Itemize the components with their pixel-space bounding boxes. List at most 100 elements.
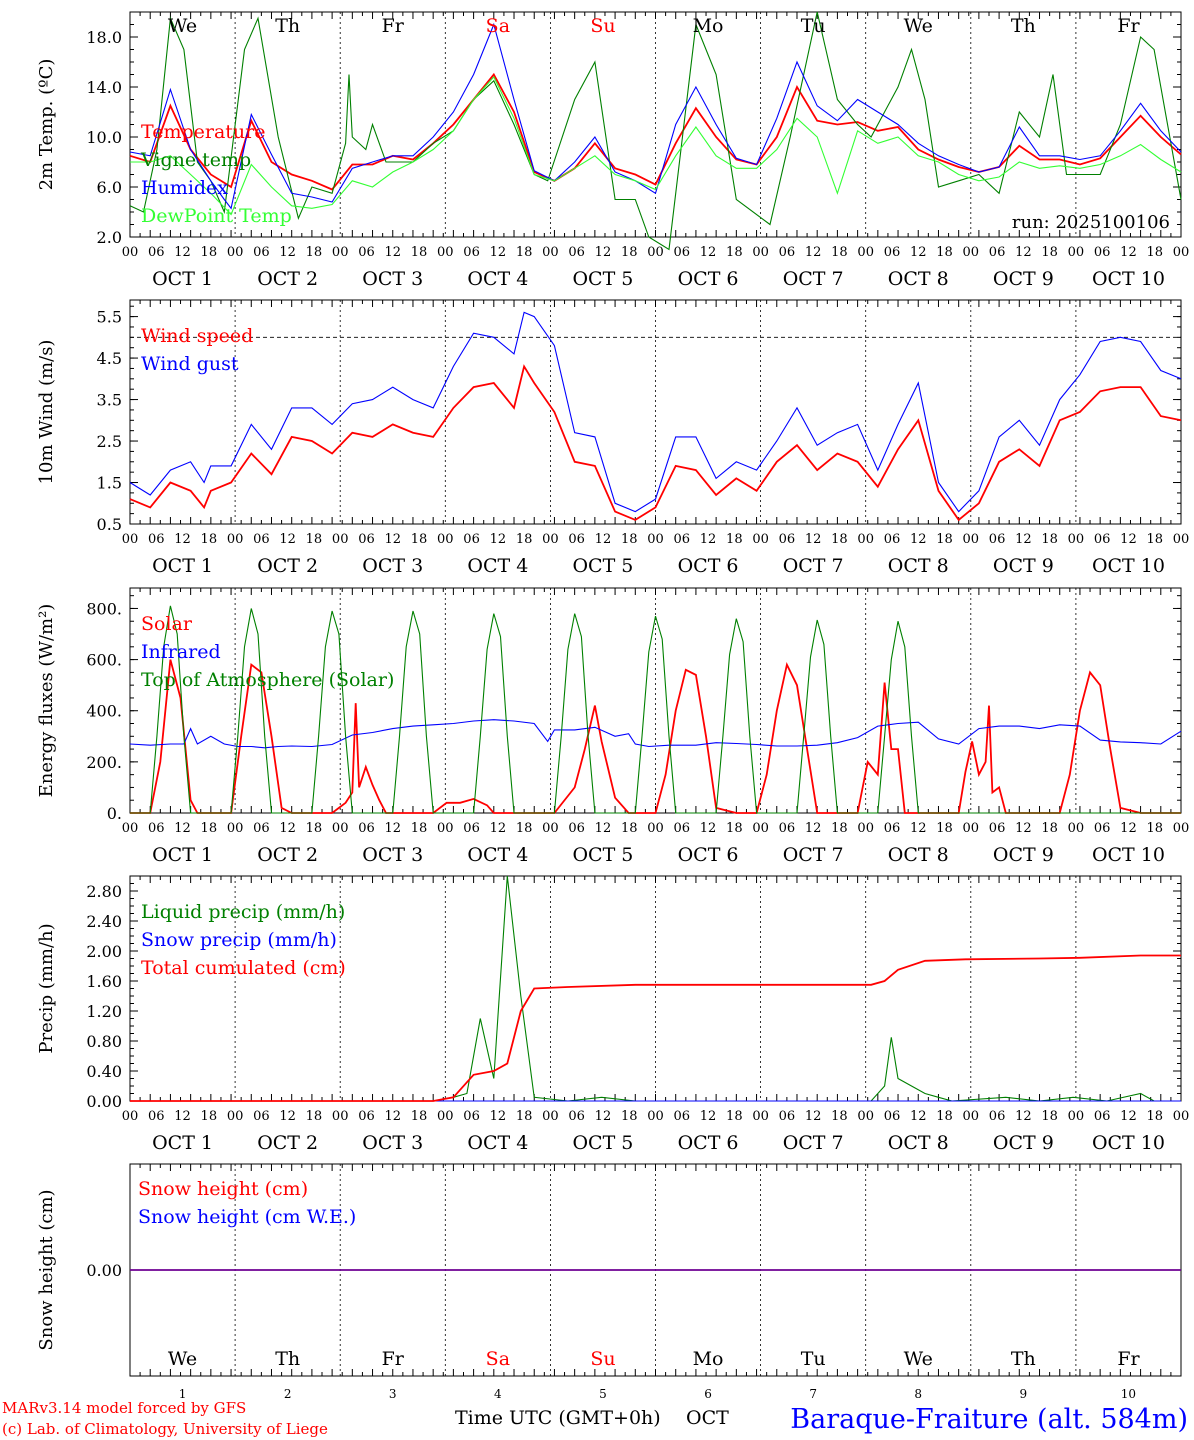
hour-label: 00 xyxy=(122,245,139,260)
x-axis-month: OCT xyxy=(686,1407,729,1429)
legend-entry: Snow height (cm) xyxy=(138,1178,308,1200)
hour-label: 00 xyxy=(542,1109,559,1124)
hour-label: 12 xyxy=(1120,1109,1137,1124)
dow-label-bottom: Su xyxy=(590,1348,615,1370)
hour-label: 06 xyxy=(884,245,901,260)
hour-label: 18 xyxy=(726,245,743,260)
hour-label: 06 xyxy=(989,532,1006,547)
hour-label: 06 xyxy=(1094,245,1111,260)
hour-label: 18 xyxy=(411,532,428,547)
hour-label: 12 xyxy=(805,821,822,836)
date-label: OCT 9 xyxy=(993,268,1054,290)
hour-label: 00 xyxy=(437,245,454,260)
hour-label: 12 xyxy=(910,245,927,260)
hour-label: 00 xyxy=(752,245,769,260)
date-label: OCT 5 xyxy=(572,1132,633,1154)
hour-label: 12 xyxy=(805,532,822,547)
y-tick-label: 0.00 xyxy=(86,1261,122,1280)
hour-label: 18 xyxy=(516,245,533,260)
legend-entry: Total cumulated (cm) xyxy=(141,957,346,979)
hour-label: 18 xyxy=(411,245,428,260)
dow-label-top: Fr xyxy=(1117,15,1140,37)
hour-label: 18 xyxy=(516,821,533,836)
hour-label: 06 xyxy=(674,1109,691,1124)
hour-label: 12 xyxy=(174,1109,191,1124)
hour-label: 18 xyxy=(201,821,218,836)
date-label: OCT 2 xyxy=(257,555,318,577)
date-label: OCT 8 xyxy=(888,1132,949,1154)
hour-label: 06 xyxy=(358,821,375,836)
date-label: OCT 10 xyxy=(1092,1132,1165,1154)
y-tick-label: 5.5 xyxy=(97,308,122,327)
y-tick-label: 400. xyxy=(86,702,122,721)
legend-entry: Wind gust xyxy=(141,353,239,375)
hour-label: 00 xyxy=(857,821,874,836)
date-label: OCT 1 xyxy=(152,1132,213,1154)
hour-label: 12 xyxy=(490,532,507,547)
hour-label: 06 xyxy=(779,532,796,547)
date-label: OCT 9 xyxy=(993,555,1054,577)
hour-label: 06 xyxy=(463,245,480,260)
date-label: OCT 8 xyxy=(888,555,949,577)
day-number: 4 xyxy=(494,1387,502,1401)
hour-label: 18 xyxy=(621,821,638,836)
hour-label: 00 xyxy=(752,1109,769,1124)
date-label: OCT 10 xyxy=(1092,555,1165,577)
y-tick-label: 2.5 xyxy=(97,432,122,451)
hour-label: 00 xyxy=(227,532,244,547)
day-number: 7 xyxy=(809,1387,817,1401)
date-label: OCT 6 xyxy=(678,844,739,866)
series-line xyxy=(130,76,1182,216)
hour-label: 00 xyxy=(963,1109,980,1124)
hour-label: 00 xyxy=(542,821,559,836)
hour-label: 12 xyxy=(279,245,296,260)
hour-label: 00 xyxy=(437,1109,454,1124)
dow-label-bottom: Tu xyxy=(801,1348,826,1370)
date-label: OCT 4 xyxy=(467,555,528,577)
y-axis-title: 10m Wind (m/s) xyxy=(36,340,57,485)
y-tick-label: 4.5 xyxy=(97,349,122,368)
hour-label: 18 xyxy=(516,532,533,547)
date-label: OCT 6 xyxy=(678,1132,739,1154)
y-tick-label: 0.40 xyxy=(86,1062,122,1081)
y-tick-label: 10.0 xyxy=(86,128,122,147)
hour-label: 00 xyxy=(963,532,980,547)
hour-label: 18 xyxy=(1041,532,1058,547)
hour-label: 06 xyxy=(1094,1109,1111,1124)
date-label: OCT 3 xyxy=(362,268,423,290)
legend-entry: Infrared xyxy=(141,641,221,663)
y-tick-label: 2.40 xyxy=(86,912,122,931)
hour-label: 18 xyxy=(201,532,218,547)
hour-label: 06 xyxy=(568,821,585,836)
date-label: OCT 5 xyxy=(572,268,633,290)
hour-label: 12 xyxy=(279,821,296,836)
y-tick-label: 18.0 xyxy=(86,28,122,47)
date-label: OCT 1 xyxy=(152,555,213,577)
hour-label: 06 xyxy=(463,532,480,547)
hour-label: 00 xyxy=(752,821,769,836)
hour-label: 18 xyxy=(936,821,953,836)
date-label: OCT 8 xyxy=(888,268,949,290)
hour-label: 00 xyxy=(437,532,454,547)
hour-label: 06 xyxy=(253,1109,270,1124)
hour-label: 18 xyxy=(201,1109,218,1124)
hour-label: 18 xyxy=(726,1109,743,1124)
dow-label-top: Th xyxy=(1011,15,1036,37)
hour-label: 00 xyxy=(122,821,139,836)
hour-label: 18 xyxy=(306,532,323,547)
y-tick-label: 2.00 xyxy=(86,942,122,961)
hour-label: 00 xyxy=(1068,821,1085,836)
hour-label: 18 xyxy=(621,1109,638,1124)
series-line xyxy=(129,72,1182,191)
hour-label: 18 xyxy=(831,532,848,547)
panel-2: 0.5 1.5 2.5 3.5 4.5 5.5 10m Wind (m/s) Wind spe… xyxy=(36,299,1189,577)
dow-label-bottom: We xyxy=(168,1348,197,1370)
hour-label: 06 xyxy=(674,245,691,260)
hour-label: 00 xyxy=(437,821,454,836)
hour-label: 00 xyxy=(647,1109,664,1124)
date-label: OCT 5 xyxy=(572,555,633,577)
series-line xyxy=(130,954,1181,1102)
date-label: OCT 6 xyxy=(678,555,739,577)
hour-label: 12 xyxy=(1015,821,1032,836)
hour-label: 00 xyxy=(963,821,980,836)
